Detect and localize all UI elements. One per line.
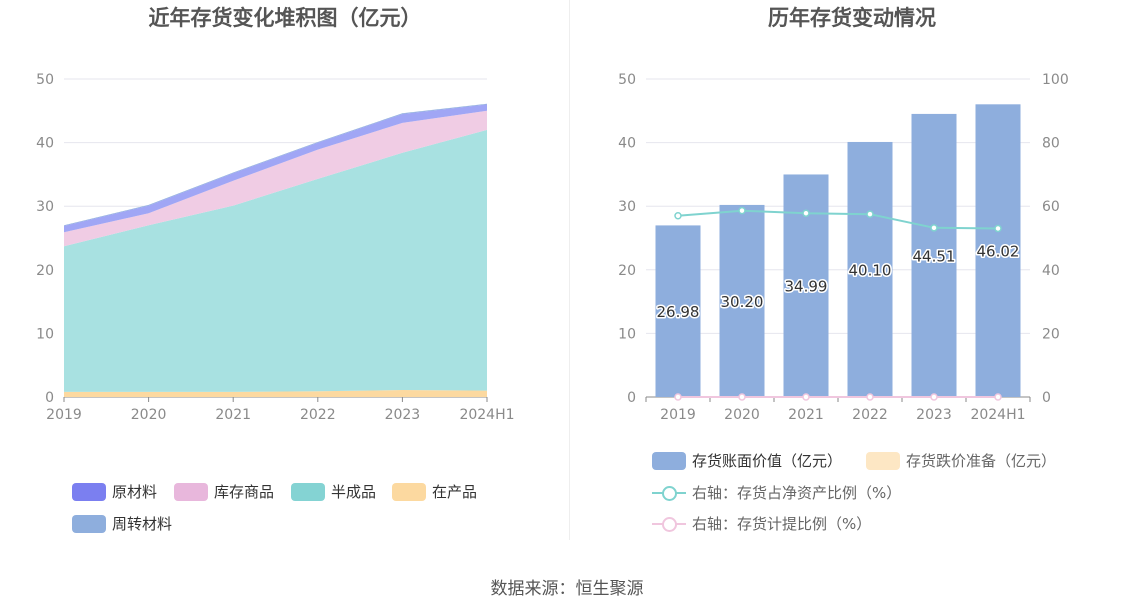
right-x-tick-label: 2024H1	[970, 407, 1025, 423]
left-legend-item[interactable]: 周转材料	[72, 513, 172, 534]
right-bar	[975, 104, 1021, 397]
legend-label: 右轴：存货计提比例（%）	[692, 515, 872, 533]
right-y-tick-label: 40	[618, 136, 636, 152]
right-y-tick-label: 10	[618, 326, 636, 342]
right-bar-value-label: 46.02	[977, 243, 1020, 261]
right-x-tick-label: 2019	[660, 407, 696, 423]
legend-label: 存货账面价值（亿元）	[692, 452, 843, 470]
right-line-point	[802, 209, 810, 217]
right-bar	[847, 141, 893, 397]
legend-label: 原材料	[112, 483, 158, 501]
legend-swatch	[866, 451, 900, 470]
right-line-point	[930, 224, 938, 232]
right-line-point	[738, 206, 746, 215]
right-line-point	[994, 224, 1002, 233]
legend-swatch	[392, 482, 426, 501]
legend-swatch	[72, 482, 106, 501]
right-x-tick-label: 2021	[788, 407, 824, 423]
legend-label: 右轴：存货占净资产比例（%）	[692, 484, 902, 502]
legend-label: 库存商品	[214, 483, 275, 501]
data-source-note: 数据来源：恒生聚源	[490, 579, 644, 599]
left-legend-item[interactable]: 半成品	[291, 481, 376, 502]
left-y-tick-label: 30	[36, 199, 54, 215]
right-line-point	[994, 393, 1002, 401]
left-y-tick-label: 40	[36, 136, 54, 152]
legend-swatch	[652, 515, 686, 533]
right-bar-value-label: 26.98	[657, 303, 700, 321]
right-chart-title: 历年存货变动情况	[768, 6, 936, 30]
right-y2-tick-label: 40	[1042, 263, 1060, 279]
right-line-point	[738, 393, 746, 401]
right-y2-tick-label: 100	[1042, 72, 1069, 88]
right-x-tick-label: 2020	[724, 407, 760, 423]
left-x-tick-label: 2023	[385, 407, 421, 423]
right-line-point	[930, 393, 938, 401]
right-line-point	[674, 393, 682, 401]
right-y-tick-label: 20	[618, 263, 636, 279]
right-line-point	[866, 393, 874, 401]
right-y2-tick-label: 60	[1042, 199, 1060, 215]
right-y-tick-label: 0	[627, 390, 636, 406]
left-y-tick-label: 10	[36, 326, 54, 342]
right-y2-tick-label: 20	[1042, 326, 1060, 342]
left-x-tick-label: 2021	[215, 407, 251, 423]
right-x-tick-label: 2022	[852, 407, 888, 423]
right-bar-value-label: 40.10	[849, 261, 892, 279]
right-line-point	[674, 211, 682, 220]
legend-label: 存货跌价准备（亿元）	[906, 452, 1057, 470]
left-x-tick-label: 2019	[46, 407, 82, 423]
right-legend-item[interactable]: 右轴：存货占净资产比例（%）	[652, 482, 901, 503]
left-legend-item[interactable]: 在产品	[392, 481, 477, 502]
left-area-3	[64, 110, 487, 247]
legend-swatch	[652, 484, 686, 502]
panel-divider	[569, 0, 570, 540]
right-y-tick-label: 30	[618, 199, 636, 215]
legend-swatch	[72, 514, 106, 533]
left-x-tick-label: 2022	[300, 407, 336, 423]
left-legend-item[interactable]: 库存商品	[174, 481, 274, 502]
right-bar-value-label: 30.20	[721, 293, 764, 311]
right-legend-item[interactable]: 存货跌价准备（亿元）	[866, 450, 1056, 471]
left-y-tick-label: 0	[45, 390, 54, 406]
left-chart-title: 近年存货变化堆积图（亿元）	[148, 6, 422, 30]
left-area-4	[64, 104, 487, 233]
right-bar	[655, 225, 701, 397]
right-y2-tick-label: 80	[1042, 136, 1060, 152]
legend-swatch	[174, 482, 208, 501]
right-x-tick-label: 2023	[916, 407, 952, 423]
right-legend-item[interactable]: 右轴：存货计提比例（%）	[652, 513, 871, 534]
left-area-2	[64, 129, 487, 392]
left-y-tick-label: 20	[36, 263, 54, 279]
left-x-tick-label: 2020	[131, 407, 167, 423]
left-area-1	[64, 390, 487, 397]
left-legend-item[interactable]: 原材料	[72, 481, 157, 502]
right-bar-value-label: 34.99	[785, 278, 828, 296]
legend-swatch	[652, 451, 686, 470]
right-line-point	[802, 393, 810, 401]
legend-label: 半成品	[331, 483, 377, 501]
right-legend-item[interactable]: 存货账面价值（亿元）	[652, 450, 842, 471]
legend-label: 周转材料	[112, 515, 173, 533]
right-line-point	[866, 210, 874, 218]
left-y-tick-label: 50	[36, 72, 54, 88]
right-line-1	[677, 209, 999, 230]
right-y-tick-label: 50	[618, 72, 636, 88]
right-bar	[911, 113, 957, 398]
left-x-tick-label: 2024H1	[459, 407, 514, 423]
right-bar-value-label: 44.51	[913, 247, 956, 265]
legend-swatch	[291, 482, 325, 501]
right-y2-tick-label: 0	[1042, 390, 1051, 406]
legend-label: 在产品	[432, 483, 478, 501]
right-bar	[719, 204, 765, 397]
